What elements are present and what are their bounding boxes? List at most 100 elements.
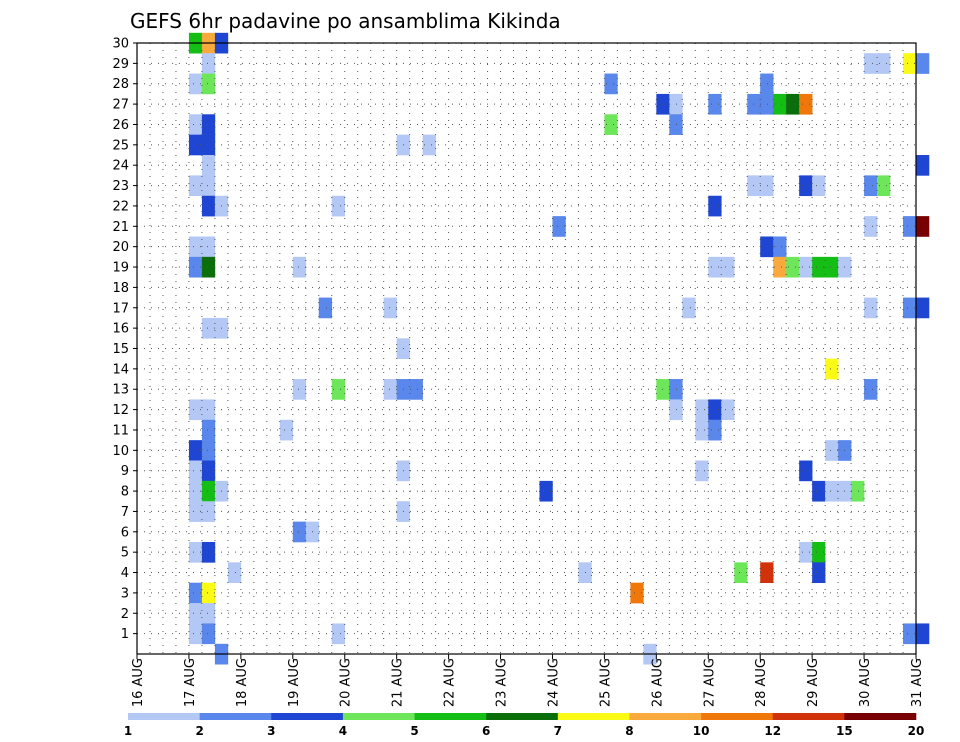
heatmap-cell	[760, 236, 774, 258]
x-tick-label: 31 AUG	[910, 658, 925, 707]
heatmap-cell	[851, 480, 865, 502]
y-tick-label: 18	[112, 281, 129, 296]
plot-frame	[136, 42, 917, 655]
heatmap-cell	[708, 399, 722, 421]
colorbar-swatch	[486, 713, 559, 720]
heatmap-cell	[695, 419, 709, 441]
heatmap-cell	[383, 297, 397, 319]
colorbar-tick-label: 20	[908, 724, 925, 738]
heatmap-cell	[669, 379, 683, 400]
heatmap-cell	[864, 297, 878, 319]
heatmap-cell	[630, 582, 644, 604]
x-tick-label: 27 AUG	[702, 658, 717, 707]
heatmap-cell	[292, 256, 307, 278]
heatmap-cell	[903, 53, 917, 74]
x-tick-label: 20 AUG	[339, 658, 354, 707]
colorbar-swatch	[772, 713, 845, 720]
heatmap-cell	[812, 541, 826, 563]
heatmap-cell	[201, 460, 216, 482]
y-tick-label: 30	[112, 37, 129, 52]
x-tick-label: 26 AUG	[650, 658, 665, 707]
y-tick-label: 26	[112, 118, 129, 133]
heatmap-cell	[201, 236, 216, 258]
heatmap-cell	[708, 93, 722, 115]
x-tick-label: 28 AUG	[754, 658, 769, 707]
heatmap-cell	[188, 603, 203, 624]
colorbar: 1 2 3 4 5 6 7 8 10 12 15 20	[124, 713, 925, 738]
y-tick-label: 12	[112, 403, 129, 418]
colorbar-swatch	[557, 713, 630, 720]
colorbar-swatch	[128, 713, 200, 720]
x-tick-label: 16 AUG	[131, 658, 146, 707]
heatmap-cell	[734, 562, 748, 584]
heatmap-cell	[201, 175, 216, 197]
heatmap-cell	[669, 114, 683, 135]
heatmap-cell	[201, 256, 216, 278]
heatmap-cell	[916, 155, 930, 176]
y-tick-label: 24	[112, 159, 129, 174]
heatmap-cell	[812, 480, 826, 502]
heatmap-cell	[201, 582, 216, 604]
y-tick-label: 7	[121, 505, 129, 520]
heatmap-cell	[864, 53, 878, 74]
y-tick-label: 11	[112, 423, 129, 438]
heatmap-cell	[201, 195, 216, 217]
heatmap-cell	[188, 73, 203, 95]
heatmap-cell	[825, 256, 839, 278]
y-tick-label: 6	[121, 525, 129, 540]
colorbar-tick-label: 1	[124, 724, 132, 738]
y-tick-label: 19	[112, 261, 129, 276]
heatmap-cell	[188, 582, 203, 604]
heatmap-cell	[708, 195, 722, 217]
colorbar-tick-label: 3	[267, 724, 275, 738]
colorbar-tick-label: 2	[195, 724, 203, 738]
heatmap-cell	[695, 460, 709, 482]
heatmap-cell	[279, 419, 294, 441]
heatmap-cell	[760, 93, 774, 115]
heatmap-cell	[188, 134, 203, 156]
heatmap-cell	[799, 93, 813, 115]
y-tick-label: 10	[112, 444, 129, 459]
heatmap-cell	[227, 562, 242, 584]
heatmap-cell	[760, 175, 774, 197]
y-tick-label: 29	[112, 57, 129, 72]
heatmap-cell	[786, 256, 800, 278]
heatmap-cell	[292, 521, 307, 543]
x-tick-label: 25 AUG	[598, 658, 613, 707]
y-tick-label: 5	[121, 546, 129, 561]
y-tick-label: 17	[112, 301, 129, 316]
heatmap-cell	[188, 256, 203, 278]
y-tick-label: 25	[112, 138, 129, 153]
heatmap-cell	[916, 297, 930, 319]
y-tick-label: 13	[112, 383, 129, 398]
heatmap-cell	[604, 73, 618, 95]
heatmap-cell	[825, 440, 839, 461]
x-tick-label: 21 AUG	[391, 658, 406, 707]
heatmap-cell	[201, 114, 216, 135]
heatmap-cell	[825, 480, 839, 502]
colorbar-tick-label: 12	[764, 724, 781, 738]
heatmap-cell	[812, 256, 826, 278]
heatmap-cell	[669, 399, 683, 421]
heatmap-cell	[903, 623, 917, 645]
heatmap-cell	[812, 175, 826, 197]
heatmap-cell	[864, 379, 878, 400]
y-tick-label: 28	[112, 77, 129, 92]
heatmap-cell	[331, 379, 346, 400]
heatmap-cell	[201, 480, 216, 502]
heatmap-cell	[422, 134, 436, 156]
colorbar-tick-label: 10	[693, 724, 710, 738]
y-tick-label: 1	[121, 627, 129, 642]
colorbar-swatch	[629, 713, 702, 720]
x-tick-label: 17 AUG	[183, 658, 198, 707]
y-tick-label: 3	[121, 586, 129, 601]
heatmap-cell	[812, 562, 826, 584]
x-tick-label: 29 AUG	[806, 658, 821, 707]
y-tick-label: 15	[112, 342, 129, 357]
heatmap-cell	[903, 297, 917, 319]
colorbar-tick-label: 6	[482, 724, 490, 738]
heatmap-cells	[188, 32, 930, 665]
heatmap-cell	[201, 501, 216, 522]
heatmap-cell	[773, 93, 787, 115]
heatmap-cell	[799, 175, 813, 197]
